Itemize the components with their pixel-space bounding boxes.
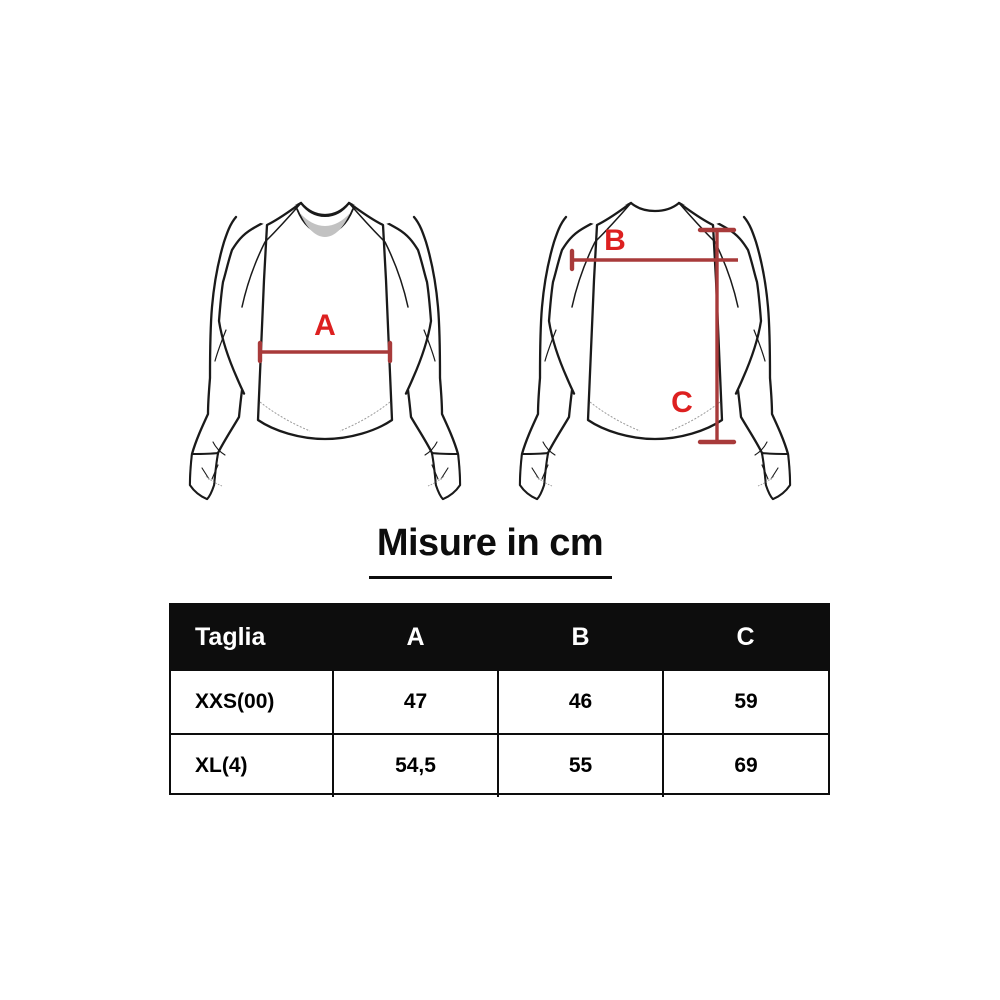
svg-text:C: C <box>671 386 693 419</box>
svg-text:A: A <box>314 309 336 342</box>
svg-text:B: B <box>604 224 626 257</box>
